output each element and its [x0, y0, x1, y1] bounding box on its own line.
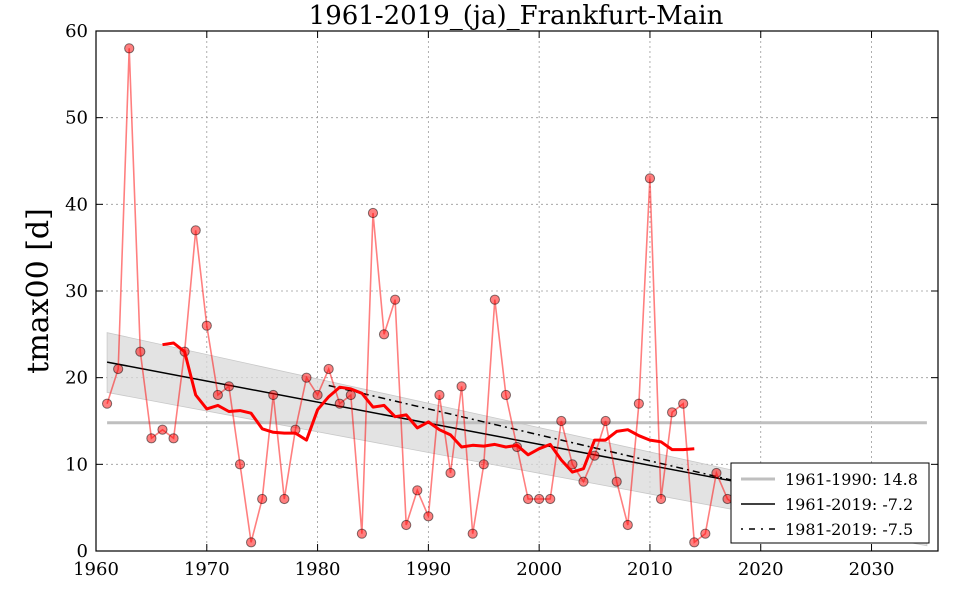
plot-content: [101, 43, 928, 548]
data-point: [667, 407, 678, 418]
x-tick-label: 1980: [295, 559, 341, 580]
data-point: [423, 511, 434, 522]
data-point: [567, 459, 578, 470]
data-point: [655, 493, 667, 505]
data-point: [545, 493, 556, 505]
data-point: [323, 363, 334, 375]
data-point: [445, 467, 456, 479]
x-tick-label: 2030: [849, 559, 895, 580]
data-point: [279, 493, 290, 505]
data-point: [434, 389, 445, 401]
data-point: [622, 519, 633, 531]
data-point: [246, 537, 257, 548]
data-point: [600, 415, 611, 427]
data-point: [268, 389, 279, 401]
smoothed-line: [162, 341, 695, 474]
data-point: [101, 398, 113, 409]
y-tick-label: 30: [65, 281, 88, 302]
data-point: [401, 519, 412, 531]
data-point: [157, 424, 168, 435]
data-point: [301, 372, 312, 383]
data-point: [711, 467, 722, 479]
data-point: [534, 493, 545, 505]
data-point: [367, 207, 379, 219]
data-point: [135, 346, 146, 357]
data-point: [113, 363, 124, 375]
data-point: [578, 476, 589, 487]
data-point: [223, 381, 235, 392]
data-point: [334, 398, 345, 409]
data-point: [522, 493, 534, 505]
data-point: [467, 528, 478, 539]
legend: 1961-1990: 14.8 1961-2019: -7.2 1981-2019:…: [730, 462, 930, 544]
data-point: [678, 398, 689, 409]
legend-label: 1961-1990: 14.8: [785, 470, 918, 489]
data-point: [390, 294, 401, 305]
y-tick-label: 50: [65, 108, 88, 129]
plot-area: 1960 1970 1980 1990 2000 2010 2020 203001020304…: [65, 21, 939, 580]
data-point: [312, 389, 323, 401]
data-point: [700, 528, 711, 539]
data-point: [378, 329, 390, 340]
chart-title: 1961-2019_(ja)_Frankfurt-Main: [309, 1, 724, 31]
x-tick-label: 1970: [184, 559, 230, 580]
data-point: [234, 459, 246, 470]
x-tick-label: 1960: [73, 559, 119, 580]
data-point: [556, 415, 567, 427]
series-line-dash-dot: [328, 384, 750, 486]
y-tick-label: 10: [65, 454, 88, 475]
data-point: [500, 389, 512, 401]
x-tick-label: 1990: [405, 559, 451, 580]
data-point: [190, 225, 201, 236]
legend-label: 1961-2019: -7.2: [785, 495, 913, 514]
data-point: [412, 485, 423, 496]
data-point: [356, 528, 367, 539]
y-tick-label: 20: [65, 368, 88, 389]
legend-box: [730, 462, 930, 544]
y-tick-label: 40: [65, 194, 88, 215]
y-tick-label: 60: [65, 21, 88, 42]
y-tick-label: 0: [77, 541, 88, 562]
data-point: [689, 537, 700, 548]
x-tick-label: 2010: [627, 559, 673, 580]
data-point: [644, 173, 656, 184]
data-point: [489, 294, 500, 305]
data-point: [146, 433, 157, 444]
data-point: [478, 459, 489, 470]
data-point: [168, 433, 179, 444]
x-tick-label: 2020: [738, 559, 784, 580]
data-point: [257, 493, 268, 505]
y-axis-label: tmax00 [d]: [21, 208, 56, 374]
data-point: [456, 381, 467, 392]
data-point: [124, 43, 135, 54]
x-tick-label: 2000: [516, 559, 562, 580]
legend-label: 1981-2019: -7.5: [785, 520, 913, 539]
data-point: [212, 389, 223, 401]
data-point: [611, 476, 622, 487]
data-point: [633, 398, 644, 409]
data-point: [201, 320, 212, 331]
